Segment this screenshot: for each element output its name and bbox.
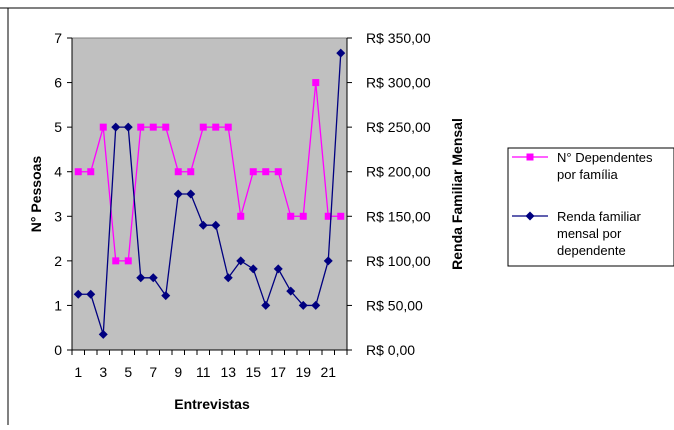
series-2-point: [136, 273, 146, 283]
series-1-point: [274, 168, 282, 176]
right-tick-label: R$ 200,00: [366, 164, 431, 180]
series-1-point: [312, 79, 320, 87]
y-axis-title: N° Pessoas: [28, 156, 44, 233]
series-2-point: [161, 291, 171, 301]
series-1-point: [249, 168, 257, 176]
x-tick-label: 13: [220, 364, 236, 380]
left-tick-label: 6: [54, 75, 62, 91]
series-1-point: [299, 212, 307, 220]
series-1-point: [199, 123, 207, 131]
series-1-point: [124, 257, 132, 265]
series-2-point: [148, 273, 158, 283]
series-1-point: [74, 168, 82, 176]
series-2-point: [311, 300, 321, 310]
x-tick-label: 19: [295, 364, 311, 380]
series-1-point: [237, 212, 245, 220]
series-1-point: [87, 168, 95, 176]
series-1-point: [174, 168, 182, 176]
series-1-point: [137, 123, 145, 131]
right-tick-label: R$ 0,00: [366, 342, 415, 358]
legend-label: mensal por: [557, 226, 622, 241]
left-tick-label: 4: [54, 164, 62, 180]
series-1-point: [149, 123, 157, 131]
series-1-point: [287, 212, 295, 220]
series-2: [73, 48, 346, 339]
series-2-point: [273, 264, 283, 274]
legend: N° Dependentes por família Renda familiar m…: [507, 147, 674, 267]
series-2-point: [336, 48, 346, 58]
legend-swatch-marker: [525, 211, 535, 221]
legend-label: Renda familiar: [557, 209, 641, 224]
left-tick-label: 1: [54, 297, 62, 313]
right-tick-label: R$ 350,00: [366, 30, 431, 46]
series-1-point: [112, 257, 120, 265]
left-axis: 0 1 2 3 4 5 6 7: [54, 30, 73, 358]
series-1-point: [187, 168, 195, 176]
left-tick-label: 7: [54, 30, 62, 46]
legend-box: [507, 147, 674, 267]
x-tick-label: 5: [124, 364, 132, 380]
x-tick-label: 11: [196, 364, 211, 380]
left-tick-label: 0: [54, 342, 62, 358]
x-axis-title: Entrevistas: [174, 396, 250, 412]
series-1: [74, 79, 345, 265]
series-2-point: [73, 289, 83, 299]
right-tick-label: R$ 100,00: [366, 253, 431, 269]
right-tick-label: R$ 250,00: [366, 119, 431, 135]
series-2-point: [98, 329, 108, 339]
left-tick-label: 2: [54, 253, 62, 269]
series-2-point: [248, 264, 258, 274]
series-layer: [73, 48, 346, 339]
series-1-point: [324, 212, 332, 220]
y2-axis-title: Renda Familiar Mensal: [449, 118, 465, 270]
legend-label: N° Dependentes: [557, 150, 653, 165]
x-tick-label: 1: [74, 364, 82, 380]
series-1-point: [99, 123, 107, 131]
series-2-point: [236, 256, 246, 266]
series-1-point: [162, 123, 170, 131]
series-2-point: [323, 256, 333, 266]
x-tick-label: 15: [245, 364, 261, 380]
x-tick-label: 3: [99, 364, 107, 380]
series-2-point: [173, 189, 183, 199]
legend-label: por família: [557, 167, 618, 182]
series-1-point: [262, 168, 270, 176]
left-tick-label: 5: [54, 119, 62, 135]
x-axis: 1 3 5 7 9 11 13 15 17 19 21: [71, 349, 348, 380]
x-tick-label: 7: [149, 364, 157, 380]
x-tick-label: 17: [270, 364, 286, 380]
series-2-point: [198, 220, 208, 230]
series-1-point: [212, 123, 220, 131]
right-tick-label: R$ 50,00: [366, 297, 423, 313]
legend-label: dependente: [557, 243, 626, 258]
series-1-point: [337, 212, 345, 220]
series-2-point: [186, 189, 196, 199]
x-tick-label: 21: [320, 364, 336, 380]
series-2-point: [261, 300, 271, 310]
series-2-point: [298, 300, 308, 310]
series-2-point: [86, 289, 96, 299]
series-2-point: [111, 122, 121, 132]
series-2-point: [123, 122, 133, 132]
series-2-point: [211, 220, 221, 230]
x-tick-label: 9: [174, 364, 182, 380]
series-2-line: [78, 53, 342, 335]
right-axis: R$ 0,00 R$ 50,00 R$ 100,00 R$ 150,00 R$ 200,…: [346, 30, 431, 358]
right-tick-label: R$ 150,00: [366, 208, 431, 224]
series-1-line: [78, 82, 341, 262]
right-tick-label: R$ 300,00: [366, 75, 431, 91]
series-2-point: [223, 273, 233, 283]
legend-swatch-marker: [526, 153, 534, 161]
series-2-point: [286, 286, 296, 296]
left-tick-label: 3: [54, 208, 62, 224]
series-1-point: [224, 123, 232, 131]
